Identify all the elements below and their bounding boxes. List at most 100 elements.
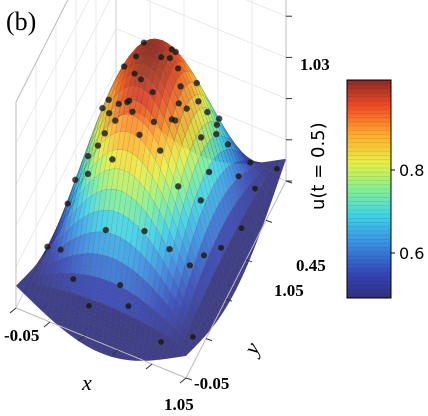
x-tick-max: 1.05 xyxy=(164,395,194,414)
surface-mesh xyxy=(15,38,287,361)
sample-point xyxy=(213,121,221,129)
sample-point xyxy=(166,245,173,253)
grid-line xyxy=(245,0,287,17)
y-axis-line xyxy=(185,180,287,379)
x-axis-line xyxy=(15,307,187,379)
y-axis-label: y xyxy=(237,338,265,360)
surface-cell xyxy=(269,179,278,194)
sample-point xyxy=(115,100,123,108)
sample-point xyxy=(64,200,72,207)
sample-point xyxy=(215,115,223,123)
sample-point xyxy=(150,118,158,126)
sample-point xyxy=(111,117,119,124)
grid-line xyxy=(15,28,117,226)
sample-point xyxy=(105,96,113,104)
y-tick-min: -0.05 xyxy=(194,374,229,393)
z-tick-min: 0.45 xyxy=(296,256,326,275)
y-tick-mark xyxy=(185,377,193,381)
x-tick-mark xyxy=(43,321,51,328)
sample-point xyxy=(197,196,205,204)
surface-cell xyxy=(263,193,272,211)
sample-point xyxy=(189,333,197,341)
surface-cell xyxy=(195,327,204,342)
sample-point xyxy=(193,79,201,87)
sample-point xyxy=(85,302,93,310)
y-tick-mark xyxy=(225,298,233,302)
sample-point xyxy=(197,133,205,141)
sample-point xyxy=(194,98,202,105)
grid-line xyxy=(15,0,90,144)
sample-point xyxy=(251,185,259,192)
colorbar-tick-label-0.8: 0.8 xyxy=(399,161,424,180)
surface-cell xyxy=(257,206,266,228)
surface-cell xyxy=(180,351,190,357)
sample-point xyxy=(246,159,254,166)
surface-cell xyxy=(266,186,275,203)
y-tick-mark xyxy=(245,259,253,263)
sample-point xyxy=(157,338,165,346)
x-axis-label: x xyxy=(81,370,92,395)
sample-point xyxy=(224,140,232,148)
sample-point xyxy=(44,243,51,251)
sample-point xyxy=(177,83,184,90)
sample-point xyxy=(94,142,102,149)
sample-point xyxy=(69,275,77,283)
colorbar-bands xyxy=(348,83,390,295)
sample-point xyxy=(200,251,208,259)
sample-point xyxy=(238,224,245,232)
colorbar-gradient xyxy=(346,79,392,299)
sample-point xyxy=(273,165,281,173)
surface-cell xyxy=(183,346,193,354)
sample-point xyxy=(149,88,157,96)
sample-point xyxy=(102,226,110,234)
box-edge xyxy=(15,0,69,103)
sample-point xyxy=(123,98,131,106)
sample-point xyxy=(217,244,225,252)
sample-point xyxy=(131,70,138,78)
sample-point xyxy=(116,281,124,289)
sample-point xyxy=(105,109,113,117)
sample-point xyxy=(124,302,132,310)
surface-cell xyxy=(260,199,269,219)
sample-point xyxy=(132,53,140,60)
sample-point xyxy=(101,129,109,137)
y-tick-max: 1.05 xyxy=(274,281,304,300)
z-axis-label: u(t = 0.5) xyxy=(308,122,329,210)
sample-point xyxy=(72,176,79,184)
sample-point xyxy=(140,39,148,47)
surface-cell xyxy=(271,172,281,186)
x-tick-min: -0.05 xyxy=(4,326,39,345)
x-tick-mark xyxy=(77,335,85,342)
x-tick-mark xyxy=(179,377,187,384)
sample-point xyxy=(156,147,164,154)
sample-points xyxy=(44,39,281,346)
x-tick-mark xyxy=(9,307,17,314)
sample-point xyxy=(168,116,176,123)
colorbar: 0.8 0.6 xyxy=(346,79,424,299)
sample-point xyxy=(168,46,176,53)
sample-point xyxy=(203,108,211,116)
sample-point xyxy=(120,63,128,70)
sample-point xyxy=(109,155,116,163)
sample-point xyxy=(99,104,106,112)
y-tick-mark xyxy=(205,338,213,342)
sample-point xyxy=(84,152,92,160)
sample-point xyxy=(205,168,213,176)
sample-point xyxy=(57,246,64,254)
sample-point xyxy=(212,130,220,138)
sample-point xyxy=(136,131,143,139)
grid-line xyxy=(15,0,110,185)
sample-point xyxy=(141,227,148,235)
y-tick-mark xyxy=(285,180,293,184)
x-tick-mark xyxy=(145,363,153,370)
y-tick-mark xyxy=(265,219,273,223)
sample-point xyxy=(157,53,165,61)
sample-point xyxy=(174,65,182,72)
grid-line xyxy=(15,69,117,267)
sample-point xyxy=(175,100,183,107)
colorbar-tick-label-0.6: 0.6 xyxy=(399,244,424,263)
panel-label: (b) xyxy=(6,7,36,36)
sample-point xyxy=(166,54,174,62)
x-tick-mark xyxy=(111,349,119,356)
